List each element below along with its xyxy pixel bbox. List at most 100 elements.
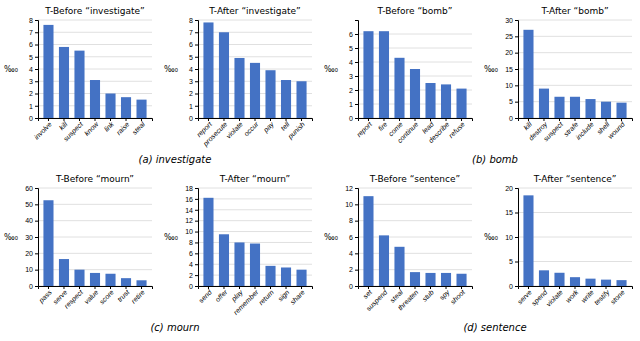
x-tick: set: [361, 286, 373, 300]
x-tick-label: return: [257, 288, 275, 306]
x-tick-label: fire: [377, 120, 389, 132]
x-axis-line: [199, 119, 313, 122]
x-tick: know: [83, 118, 100, 137]
y-tick-label: 10: [505, 234, 513, 241]
y-tick: 15: [505, 66, 518, 73]
y-tick-mark: [35, 69, 38, 70]
y-tick-mark: [35, 57, 38, 58]
y-tick-label: 16: [185, 196, 193, 203]
grid-line: [38, 253, 152, 254]
panel: 012345678reportprosecuteviolateoccurpayt…: [164, 6, 312, 149]
y-tick-mark: [355, 253, 358, 254]
bar: [554, 97, 564, 118]
y-tick-mark: [35, 94, 38, 95]
y-tick: 1: [29, 102, 38, 109]
y-tick-label: 8: [189, 239, 193, 246]
x-tick-label: remember: [232, 288, 260, 316]
bar: [425, 273, 435, 286]
x-tick-label: raise: [115, 120, 131, 136]
y-tick-label: 10: [185, 228, 193, 235]
y-tick-label: 0: [509, 115, 513, 122]
y-tick: 10: [345, 201, 358, 208]
bar: [234, 58, 244, 118]
y-tick: 4: [349, 250, 358, 257]
panel: 05101520servespendviolateworkwritetestif…: [484, 174, 632, 308]
x-tick: link: [103, 118, 116, 133]
y-tick: 3: [349, 73, 358, 80]
bar: [250, 244, 260, 286]
x-axis: reportprosecuteviolateoccurpaytellpunish: [195, 118, 312, 149]
y-axis-label: ‰₀: [4, 233, 18, 242]
grid: [198, 188, 312, 286]
bar: [296, 270, 306, 286]
y-tick-label: 4: [349, 59, 353, 66]
y-tick: 30: [505, 17, 518, 24]
y-tick-mark: [355, 204, 358, 205]
panel: 024681012141618sendofferplayrememberretu…: [164, 174, 312, 316]
x-tick: send: [197, 286, 213, 304]
bars: [523, 195, 626, 286]
grid: [198, 20, 312, 118]
grid-line: [198, 231, 312, 232]
y-tick-label: 2: [189, 272, 193, 279]
y-tick-label: 12: [185, 217, 193, 224]
x-tick-label: link: [103, 120, 116, 133]
x-tick: share: [289, 286, 306, 306]
bar: [539, 89, 549, 118]
x-tick: suspend: [365, 286, 390, 313]
y-tick-label: 40: [25, 217, 33, 224]
y-tick-mark: [195, 81, 198, 82]
y-tick: 0: [29, 283, 38, 290]
grid-line: [518, 52, 632, 53]
x-tick-label: continue: [396, 120, 420, 144]
caption: (d) sentence: [463, 322, 526, 333]
y-tick-mark: [355, 48, 358, 49]
y-tick-mark: [355, 34, 358, 35]
bar: [281, 267, 291, 286]
y-tick-mark: [35, 45, 38, 46]
x-tick-label: violate: [225, 120, 244, 139]
y-axis: 0102030405060: [25, 185, 38, 290]
y-tick: 6: [29, 41, 38, 48]
caption: (a) investigate: [139, 154, 212, 165]
y-tick-mark: [515, 188, 518, 189]
grid-line: [358, 204, 472, 205]
bars: [523, 30, 626, 118]
x-tick-label: tell: [279, 120, 291, 132]
grid-line: [198, 20, 312, 21]
x-tick: pay: [261, 118, 276, 135]
y-tick: 8: [29, 17, 38, 24]
y-tick: 6: [349, 234, 358, 241]
grid-line: [198, 188, 312, 189]
x-tick: pass: [37, 286, 54, 305]
bar: [539, 270, 549, 286]
grid-line: [198, 242, 312, 243]
y-tick: 4: [189, 261, 198, 268]
bar: [441, 84, 451, 118]
y-tick: 5: [189, 53, 198, 60]
grid-line: [518, 69, 632, 70]
y-tick: 10: [185, 228, 198, 235]
x-tick: suspect: [62, 118, 85, 143]
grid: [38, 20, 152, 118]
y-tick: 7: [189, 29, 198, 36]
y-tick-mark: [195, 242, 198, 243]
bar: [90, 273, 100, 286]
bars: [203, 22, 306, 118]
x-tick-label: describe: [427, 120, 451, 144]
y-tick-mark: [515, 262, 518, 263]
y-axis: 024681012141618: [185, 185, 198, 290]
x-tick-label: threaten: [396, 288, 419, 311]
bar: [43, 25, 53, 118]
y-tick-mark: [195, 210, 198, 211]
bars: [363, 196, 466, 286]
panel-title: T-Before “investigate”: [44, 6, 144, 16]
bar: [74, 270, 84, 286]
y-axis: 012345678: [189, 17, 198, 122]
grid-line: [358, 48, 472, 49]
bar: [616, 103, 626, 118]
y-tick: 25: [505, 33, 518, 40]
y-tick: 6: [349, 31, 358, 38]
y-axis-label: ‰₀: [484, 65, 498, 74]
y-tick-label: 6: [349, 31, 353, 38]
